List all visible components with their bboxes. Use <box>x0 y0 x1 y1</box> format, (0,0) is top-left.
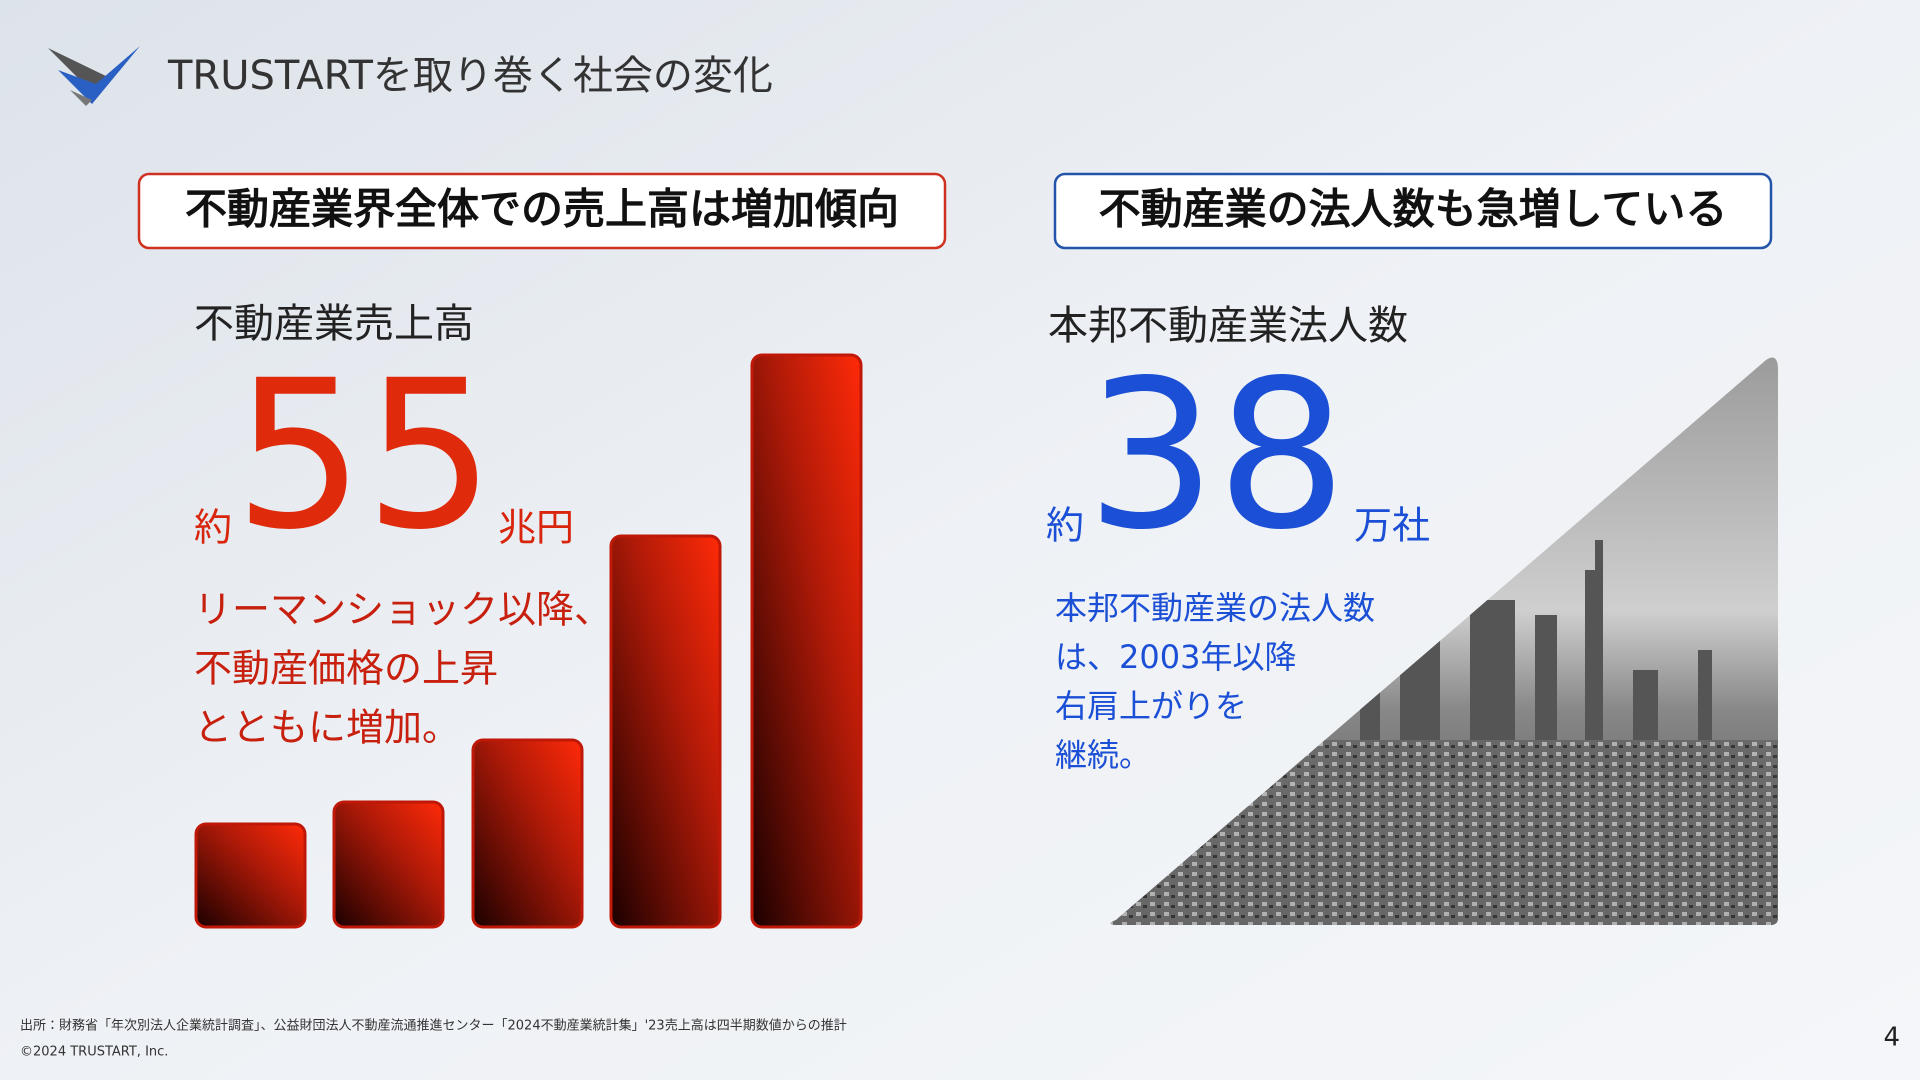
logo <box>48 46 140 106</box>
right-heading: 不動産業の法人数も急増している <box>1099 185 1728 234</box>
right-heading-box <box>1053 172 1773 250</box>
left-description-line: 不動産価格の上昇 <box>194 647 498 691</box>
copyright: ©2024 TRUSTART, Inc. <box>20 1045 168 1060</box>
right-description-line: は、2003年以降 <box>1055 638 1296 676</box>
right-description-line: 本邦不動産業の法人数 <box>1055 589 1375 627</box>
left-description-line: とともに増加。 <box>194 706 460 750</box>
page-number: 4 <box>1883 1023 1900 1053</box>
right-prefix: 約 <box>1046 504 1084 548</box>
source: 出所：財務省「年次別法人企業統計調査」、公益財団法人不動産流通推進センター「20… <box>20 1018 847 1034</box>
left-number: 55 <box>234 337 495 575</box>
left-heading: 不動産業界全体での売上高は増加傾向 <box>185 185 899 234</box>
right-number: 38 <box>1086 337 1347 575</box>
right-description-line: 継続。 <box>1055 736 1151 774</box>
title: TRUSTARTを取り巻く社会の変化 <box>167 53 773 99</box>
left-description-line: リーマンショック以降、 <box>194 588 612 632</box>
left-prefix: 約 <box>194 506 232 550</box>
right-description-line: 右肩上がりを <box>1055 687 1247 725</box>
left-heading-box <box>137 172 947 250</box>
right-label: 本邦不動産業法人数 <box>1048 303 1408 349</box>
left-label: 不動産業売上高 <box>194 301 474 347</box>
decorative-bars <box>194 353 863 929</box>
left-unit: 兆円 <box>498 506 574 550</box>
right-unit: 万社 <box>1354 504 1430 548</box>
